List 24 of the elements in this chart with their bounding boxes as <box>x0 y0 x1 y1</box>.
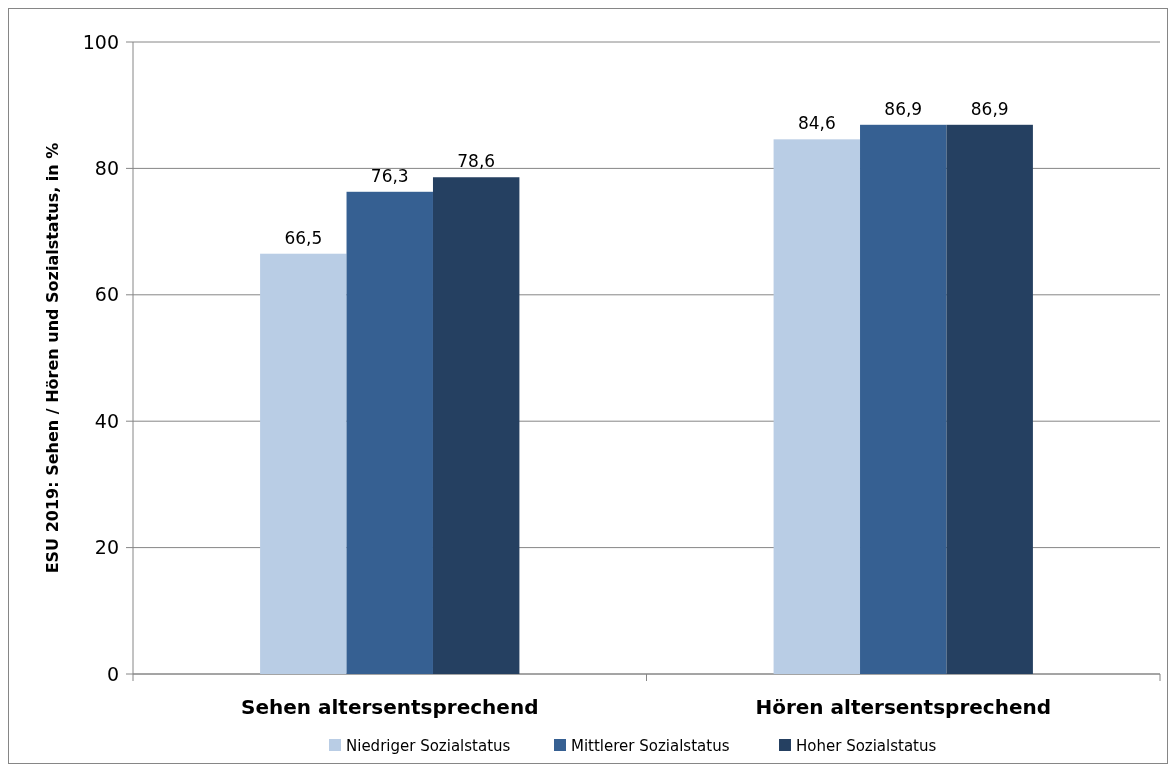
data-label: 86,9 <box>970 98 1009 119</box>
y-tick-label: 100 <box>82 30 119 53</box>
y-tick-label: 20 <box>94 536 119 559</box>
bar <box>773 139 861 674</box>
bar <box>346 191 433 674</box>
legend-label: Niedriger Sozialstatus <box>346 737 511 755</box>
data-label: 76,3 <box>370 165 409 186</box>
bar <box>260 253 347 674</box>
x-tick-label: Hören altersentsprechend <box>755 695 1052 719</box>
legend-label: Mittlerer Sozialstatus <box>571 737 730 755</box>
data-label: 84,6 <box>797 113 836 134</box>
bar <box>860 124 947 674</box>
y-tick-label: 60 <box>94 283 119 306</box>
y-tick-label: 0 <box>106 662 119 685</box>
y-axis-title: ESU 2019: Sehen / Hören und Sozialstatus, in % <box>43 142 62 574</box>
y-tick-label: 80 <box>94 157 119 180</box>
x-tick-label: Sehen altersentsprechend <box>241 695 539 719</box>
data-label: 78,6 <box>457 151 496 172</box>
legend-label: Hoher Sozialstatus <box>796 737 937 755</box>
y-tick-label: 40 <box>94 409 119 432</box>
bar <box>432 177 520 674</box>
data-label: 86,9 <box>884 98 923 119</box>
data-label: 66,5 <box>284 227 323 248</box>
bar <box>946 124 1033 674</box>
